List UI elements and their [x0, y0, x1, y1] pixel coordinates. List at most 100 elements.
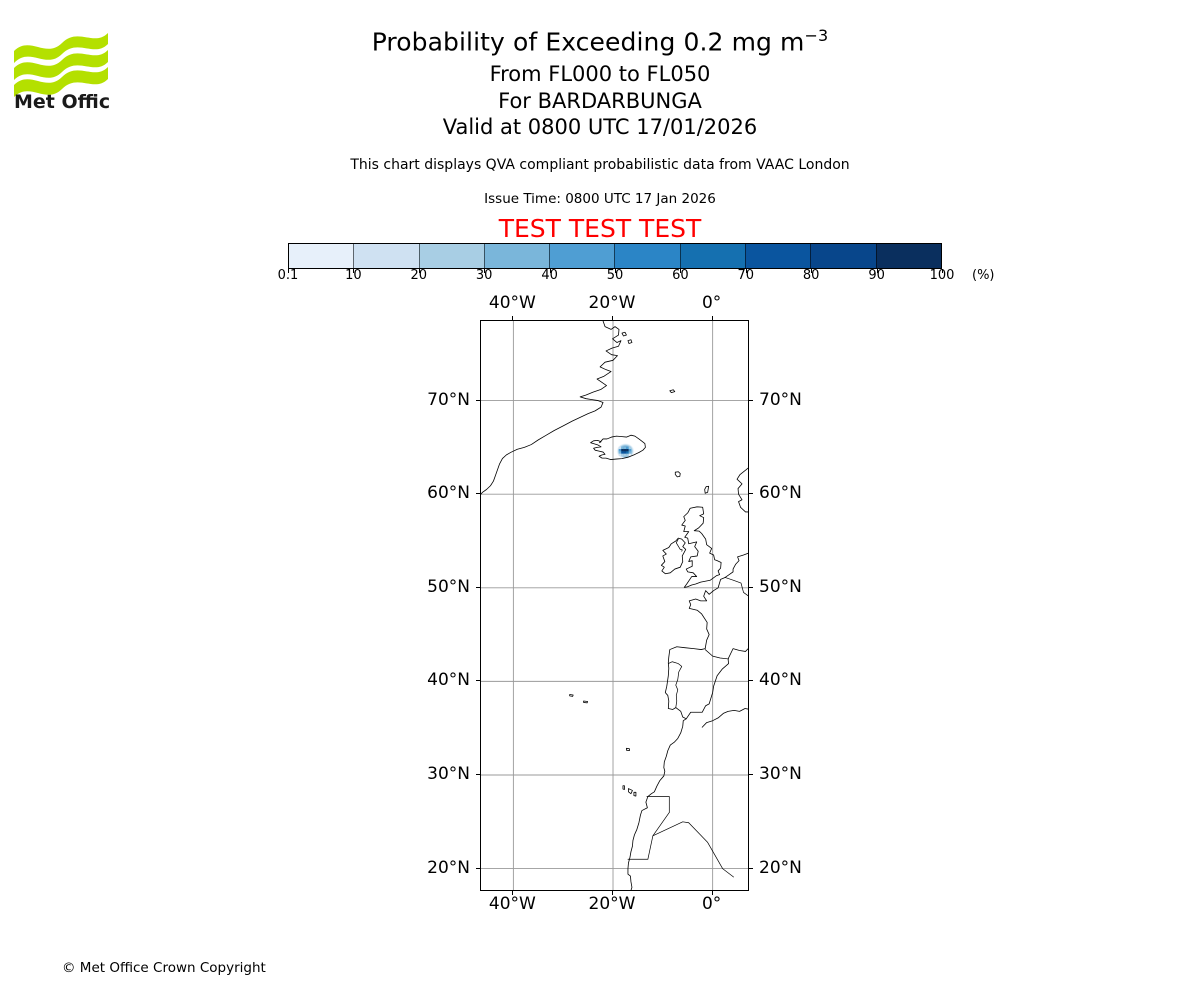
- plume-cell-13: [626, 451, 629, 454]
- greenland-small-island-a: [621, 331, 627, 337]
- lon-label-top-1: 20°W: [588, 293, 636, 313]
- colorbar-segment-9: [875, 244, 941, 268]
- lat-label-left-2: 50°N: [427, 576, 470, 597]
- plume-cell-7: [623, 449, 627, 452]
- lat-tick-0-0: [476, 399, 480, 401]
- colorbar-tick-label-6: 60: [672, 268, 689, 283]
- lon-label-top-0: 40°W: [488, 293, 536, 313]
- plume-cell-10: [618, 451, 622, 454]
- lon-label-bottom-0: 40°W: [488, 894, 536, 914]
- lat-tick-1-0: [476, 493, 480, 495]
- chart-title-text: Probability of Exceeding 0.2 mg m: [371, 27, 805, 57]
- algeria-tunisia-coast: [701, 708, 748, 728]
- lat-tick-2-0: [476, 586, 480, 588]
- flight-level-subtitle: From FL000 to FL050: [489, 62, 711, 86]
- lon-tick-1-0: [612, 316, 613, 320]
- logo-wave-2: [14, 33, 108, 63]
- logo-wave-1: [14, 50, 108, 80]
- faroe-islands: [674, 471, 681, 478]
- azores-a: [583, 700, 588, 704]
- lat-tick-4-1: [749, 773, 753, 775]
- map-gridlines: [481, 321, 748, 890]
- colorbar-segment-3: [483, 244, 550, 268]
- probability-colorbar: [288, 243, 943, 273]
- lat-label-left-5: 20°N: [427, 857, 470, 878]
- colorbar-tick-8: [811, 269, 813, 273]
- uk-ireland-border: [675, 538, 683, 552]
- colorbar-tick-label-5: 50: [606, 268, 624, 283]
- colorbar-tick-1: [353, 269, 355, 273]
- plume-cell-5: [618, 449, 622, 452]
- greenland-east-coast: [481, 321, 622, 495]
- lat-label-left-0: 70°N: [427, 389, 470, 410]
- canary-islands-c: [622, 785, 625, 790]
- lon-label-top-2: 0°: [701, 293, 722, 313]
- colorbar-segment-5: [614, 244, 680, 268]
- morocco-western-sahara-border: [646, 796, 670, 813]
- colorbar-tick-6: [680, 269, 682, 273]
- ireland: [660, 537, 687, 575]
- plume-cell-4: [628, 446, 632, 450]
- plume-cell-9: [628, 449, 632, 452]
- plume-cell-12: [623, 451, 627, 454]
- plume-cell-1: [621, 446, 624, 450]
- lon-tick-0-1: [512, 891, 514, 895]
- chart-title: Probability of Exceeding 0.2 mg m−3: [0, 26, 1200, 56]
- colorbar-tick-7: [745, 269, 747, 273]
- colorbar-unit-label: (%): [972, 268, 995, 283]
- plume-cell-2: [623, 446, 627, 450]
- lat-label-right-4: 30°N: [759, 763, 802, 784]
- lat-tick-1-1: [749, 493, 753, 495]
- issue-time-label: Issue Time: 0800 UTC 17 Jan 2026: [484, 191, 716, 207]
- spain-portugal-border: [667, 661, 683, 708]
- logo-wave-3: [14, 67, 108, 97]
- plume-cell-17: [623, 453, 627, 457]
- azores-b: [569, 694, 574, 697]
- lat-label-left-3: 40°N: [427, 670, 470, 691]
- great-britain: [681, 506, 722, 588]
- plume-cell-14: [628, 451, 632, 454]
- lon-tick-0-0: [512, 316, 514, 320]
- colorbar-gradient: [288, 243, 942, 269]
- colorbar-segment-6: [679, 244, 746, 268]
- colorbar-tick-label-1: 10: [345, 268, 362, 283]
- lat-label-left-4: 30°N: [427, 763, 470, 784]
- lat-label-right-1: 60°N: [759, 483, 802, 504]
- lat-label-left-1: 60°N: [427, 483, 470, 504]
- plume-cell-18: [626, 453, 629, 457]
- france-spain-border: [704, 649, 729, 660]
- colorbar-tick-label-9: 90: [868, 268, 885, 283]
- lat-label-right-2: 50°N: [759, 576, 802, 597]
- canary-islands-b: [628, 788, 633, 795]
- colorbar-tick-label-8: 80: [802, 268, 820, 283]
- jan-mayen: [669, 389, 676, 394]
- colorbar-segment-7: [745, 244, 811, 268]
- qva-compliance-note: This chart displays QVA compliant probab…: [350, 157, 850, 173]
- mauritania-mali-border: [652, 821, 690, 837]
- shetland: [704, 485, 710, 494]
- colorbar-segment-2: [418, 244, 484, 268]
- colorbar-tick-9: [876, 269, 878, 273]
- ash-concentration-plume: [616, 443, 635, 460]
- lat-tick-5-0: [476, 867, 480, 869]
- met-office-logo-text: Met Office: [14, 91, 110, 113]
- colorbar-segment-8: [810, 244, 876, 268]
- colorbar-tick-label-3: 30: [475, 268, 493, 283]
- test-banner: TEST TEST TEST: [498, 214, 702, 243]
- iceland: [590, 434, 646, 460]
- colorbar-tick-label-7: 70: [737, 268, 755, 283]
- morocco-coast: [627, 718, 687, 890]
- colorbar-segment-0: [289, 244, 354, 268]
- plume-cell-3: [626, 446, 629, 450]
- colorbar-tick-label-2: 20: [410, 268, 428, 283]
- colorbar-segment-4: [549, 244, 615, 268]
- map-graphic: [481, 321, 748, 890]
- belgium-netherlands-coast: [724, 552, 748, 578]
- lat-tick-5-1: [749, 867, 753, 869]
- plume-cell-11: [621, 451, 624, 454]
- lon-tick-2-0: [711, 316, 713, 320]
- lon-tick-1-1: [612, 891, 613, 895]
- valid-time-subtitle: Valid at 0800 UTC 17/01/2026: [442, 115, 758, 139]
- logo-waves-icon: [14, 33, 108, 97]
